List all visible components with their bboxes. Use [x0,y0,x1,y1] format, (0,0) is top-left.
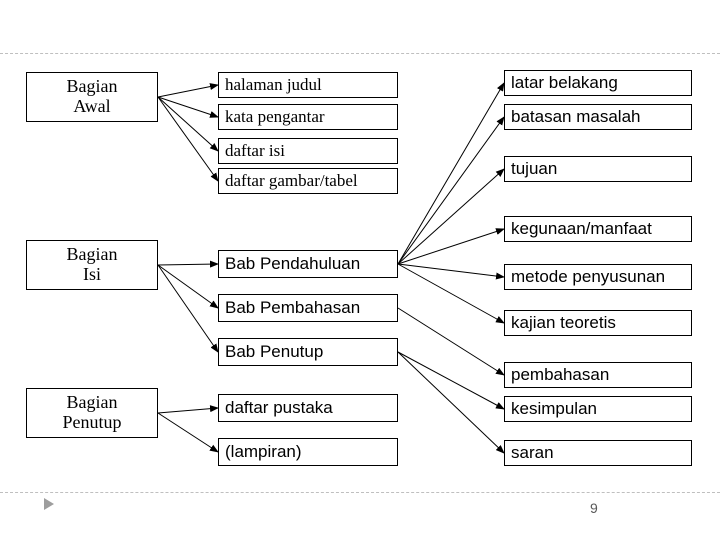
node-latar-belakang: latar belakang [504,70,692,96]
node-label: BagianIsi [67,245,118,285]
node-kajian-teoretis: kajian teoretis [504,310,692,336]
edge-bagian-awal-to-halaman-judul [158,85,218,97]
node-pembahasan: pembahasan [504,362,692,388]
edge-bab-pendahuluan-to-metode-penyusunan [398,264,504,277]
edge-bab-pendahuluan-to-tujuan [398,169,504,264]
node-daftar-gambar: daftar gambar/tabel [218,168,398,194]
edge-bagian-isi-to-bab-pembahasan [158,265,218,308]
node-label: tujuan [511,160,557,179]
node-label: Bab Pendahuluan [225,255,360,274]
edge-bagian-isi-to-bab-pendahuluan [158,264,218,265]
node-label: saran [511,444,554,463]
edge-bab-pendahuluan-to-kegunaan-manfaat [398,229,504,264]
node-label: pembahasan [511,366,609,385]
node-label: halaman judul [225,76,322,95]
node-label: kata pengantar [225,108,325,127]
edge-bagian-awal-to-daftar-gambar [158,97,218,181]
edge-bagian-awal-to-daftar-isi [158,97,218,151]
node-kegunaan-manfaat: kegunaan/manfaat [504,216,692,242]
node-bagian-awal: BagianAwal [26,72,158,122]
edge-bagian-penutup-to-daftar-pustaka [158,408,218,413]
node-bab-penutup: Bab Penutup [218,338,398,366]
node-label: metode penyusunan [511,268,665,287]
node-bab-pendahuluan: Bab Pendahuluan [218,250,398,278]
node-saran: saran [504,440,692,466]
node-tujuan: tujuan [504,156,692,182]
node-bab-pembahasan: Bab Pembahasan [218,294,398,322]
bottom-rule [0,492,720,493]
node-kesimpulan: kesimpulan [504,396,692,422]
edge-bab-pendahuluan-to-batasan-masalah [398,117,504,264]
top-rule [0,53,720,54]
node-label: Bab Penutup [225,343,323,362]
node-label: daftar isi [225,142,285,161]
edge-bab-penutup-to-saran [398,352,504,453]
node-label: kesimpulan [511,400,597,419]
node-label: daftar gambar/tabel [225,172,358,191]
node-batasan-masalah: batasan masalah [504,104,692,130]
node-label: kegunaan/manfaat [511,220,652,239]
edge-bab-penutup-to-kesimpulan [398,352,504,409]
node-daftar-isi: daftar isi [218,138,398,164]
node-bagian-isi: BagianIsi [26,240,158,290]
edge-bagian-penutup-to-lampiran [158,413,218,452]
edge-bab-pendahuluan-to-latar-belakang [398,83,504,264]
edge-bab-pembahasan-to-pembahasan [398,308,504,375]
edge-bagian-isi-to-bab-penutup [158,265,218,352]
node-label: Bab Pembahasan [225,299,360,318]
node-kata-pengantar: kata pengantar [218,104,398,130]
node-lampiran: (lampiran) [218,438,398,466]
node-label: (lampiran) [225,443,302,462]
page-number: 9 [590,500,598,516]
node-label: daftar pustaka [225,399,333,418]
node-metode-penyusunan: metode penyusunan [504,264,692,290]
edge-bab-pendahuluan-to-kajian-teoretis [398,264,504,323]
footer-marker [44,498,54,510]
node-label: kajian teoretis [511,314,616,333]
node-label: BagianPenutup [62,393,121,433]
page-number-text: 9 [590,500,598,516]
node-label: latar belakang [511,74,618,93]
node-bagian-penutup: BagianPenutup [26,388,158,438]
node-label: BagianAwal [67,77,118,117]
edge-bagian-awal-to-kata-pengantar [158,97,218,117]
node-label: batasan masalah [511,108,640,127]
node-daftar-pustaka: daftar pustaka [218,394,398,422]
node-halaman-judul: halaman judul [218,72,398,98]
